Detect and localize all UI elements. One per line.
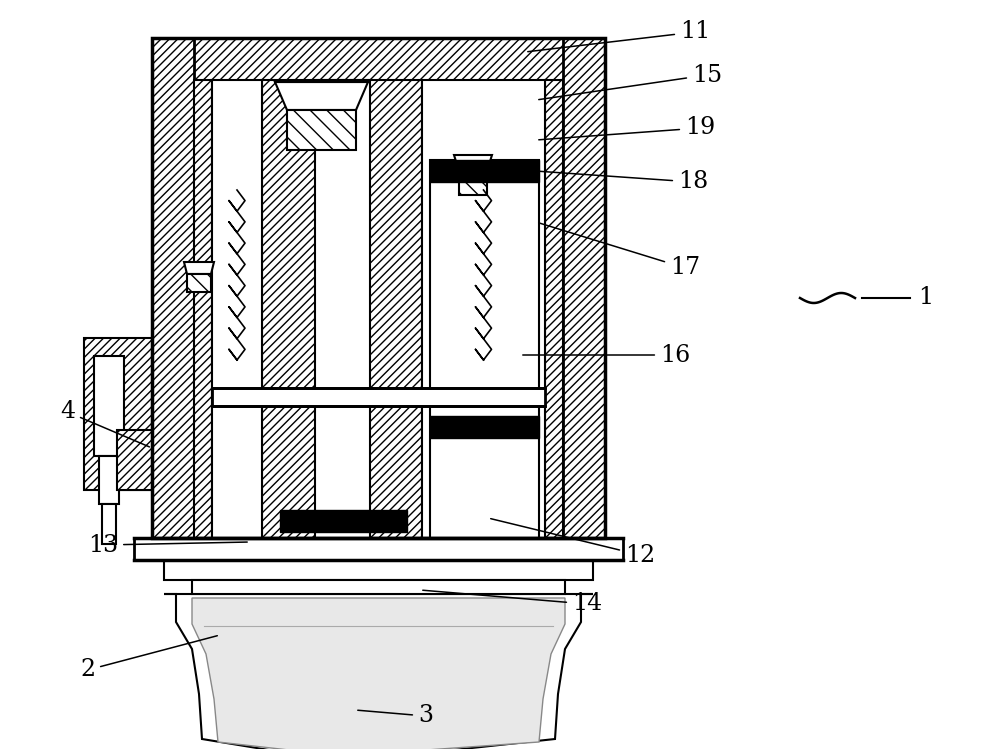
Bar <box>102 504 116 544</box>
Polygon shape <box>184 262 214 274</box>
Text: 11: 11 <box>528 20 710 52</box>
Text: 14: 14 <box>423 590 602 616</box>
Bar <box>134 538 623 560</box>
Bar <box>212 80 262 538</box>
Bar <box>187 274 211 292</box>
Bar <box>430 416 539 438</box>
Bar <box>152 38 605 80</box>
Bar <box>152 38 194 538</box>
Bar <box>280 510 407 532</box>
Text: 13: 13 <box>88 533 247 557</box>
Bar <box>152 38 605 538</box>
Polygon shape <box>164 594 593 749</box>
Bar <box>262 80 422 538</box>
Bar <box>430 160 539 182</box>
Text: 1: 1 <box>918 287 933 309</box>
Text: 15: 15 <box>539 64 722 100</box>
Bar <box>422 80 545 538</box>
Bar <box>84 338 152 490</box>
Bar <box>212 388 545 406</box>
Polygon shape <box>275 82 368 110</box>
Bar <box>545 80 563 538</box>
Text: 18: 18 <box>495 169 708 193</box>
Bar <box>459 171 487 195</box>
Bar <box>315 80 370 538</box>
Text: 3: 3 <box>358 705 433 727</box>
Polygon shape <box>454 155 492 171</box>
Bar <box>430 160 539 538</box>
Polygon shape <box>117 430 152 490</box>
Text: 19: 19 <box>539 117 715 140</box>
Text: 16: 16 <box>523 344 690 366</box>
Text: 4: 4 <box>60 401 149 447</box>
Bar <box>192 580 565 594</box>
Text: 2: 2 <box>80 636 217 682</box>
Bar <box>194 80 212 538</box>
Polygon shape <box>192 598 565 749</box>
Text: 17: 17 <box>539 222 700 279</box>
Text: 12: 12 <box>491 518 655 566</box>
Bar <box>164 560 593 580</box>
Bar <box>99 456 119 504</box>
Bar <box>94 356 124 456</box>
Bar <box>563 38 605 538</box>
Bar <box>287 110 356 150</box>
